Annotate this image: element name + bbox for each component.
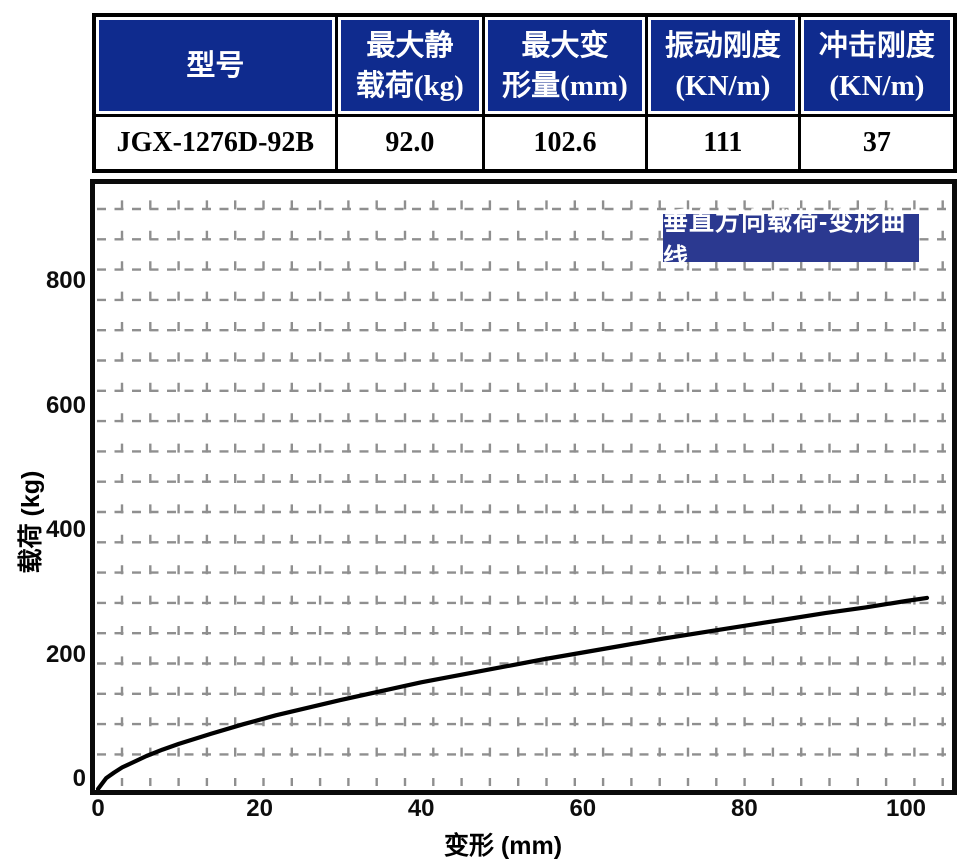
load-deflection-chart	[90, 179, 957, 795]
header-vibration-stiffness-line1: 振动刚度	[664, 29, 781, 62]
header-model-line1: 型号	[186, 49, 245, 82]
impact-stiffness-value: 37	[862, 127, 891, 158]
y-tick-label-0: 0	[72, 765, 86, 792]
x-tick-label-100: 100	[885, 795, 927, 822]
header-cell-max-deformation: 最大变 形量(mm)	[485, 17, 648, 114]
cell-vibration-stiffness-value: 111	[647, 117, 801, 169]
max-static-load-value: 92.0	[385, 127, 435, 158]
x-tick-label-80: 80	[731, 795, 758, 822]
x-axis-title: 变形 (mm)	[443, 832, 563, 860]
spec-table: 型号 最大静 载荷(kg) 最大变 形量(mm) 振动刚度 (KN	[92, 13, 957, 173]
x-tick-label-60: 60	[569, 795, 597, 822]
spec-table-data-row: JGX-1276D-92B 92.0 102.6 111 37	[96, 117, 953, 169]
y-tick-label-600: 600	[45, 391, 86, 419]
y-axis-title: 载荷 (kg)	[17, 470, 45, 574]
x-tick-label-0: 0	[91, 795, 105, 822]
spec-table-header-row: 型号 最大静 载荷(kg) 最大变 形量(mm) 振动刚度 (KN	[96, 17, 953, 117]
header-impact-stiffness-line2: (KN/m)	[829, 69, 925, 102]
x-tick-label-20: 20	[246, 795, 273, 822]
header-max-static-load-line1: 最大静	[366, 29, 454, 62]
header-cell-impact-stiffness: 冲击刚度 (KN/m)	[800, 17, 953, 114]
chart-plot-area	[95, 186, 950, 790]
header-vibration-stiffness-line2: (KN/m)	[675, 69, 771, 102]
y-tick-label-400: 400	[45, 516, 86, 543]
cell-max-deformation-value: 102.6	[485, 117, 648, 169]
cell-model-value: JGX-1276D-92B	[96, 117, 338, 169]
cell-max-static-load-value: 92.0	[337, 117, 486, 169]
cell-impact-stiffness-value: 37	[800, 117, 953, 169]
x-tick-label-40: 40	[407, 795, 435, 822]
model-value: JGX-1276D-92B	[116, 127, 315, 158]
vibration-stiffness-value: 111	[703, 127, 743, 158]
chart-title-badge: 垂直方向载荷-变形曲线	[663, 208, 919, 272]
y-tick-label-200: 200	[45, 640, 86, 668]
header-max-deformation-line2: 形量(mm)	[502, 69, 628, 102]
header-max-deformation-line1: 最大变	[521, 29, 609, 62]
header-cell-model: 型号	[96, 17, 338, 114]
y-tick-label-800: 800	[45, 267, 86, 294]
max-deformation-value: 102.6	[533, 127, 597, 158]
header-impact-stiffness-line1: 冲击刚度	[818, 29, 935, 62]
load-deflection-curve	[95, 595, 930, 790]
header-cell-max-static-load: 最大静 载荷(kg)	[337, 17, 486, 114]
header-max-static-load-line2: 载荷(kg)	[355, 69, 464, 102]
header-cell-vibration-stiffness: 振动刚度 (KN/m)	[647, 17, 801, 114]
